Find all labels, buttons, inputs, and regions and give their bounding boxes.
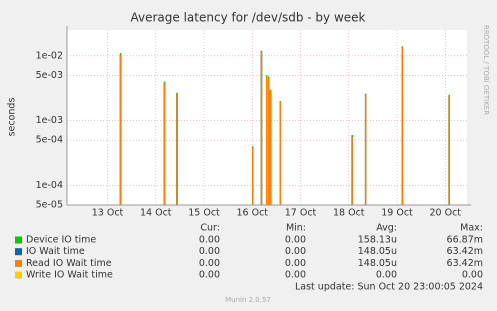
y-tick-label: 5e-03 (36, 70, 63, 81)
chart-title: Average latency for /dev/sdb - by week (131, 11, 366, 25)
legend-value: 158.13u (358, 235, 397, 246)
legend-value: 0.00 (285, 246, 306, 257)
footer: Munin 2.0.57 (225, 296, 271, 304)
x-tick-label: 20 Oct (430, 208, 462, 219)
y-tick-label: 5e-05 (36, 200, 63, 211)
x-tick-label: 15 Oct (188, 208, 220, 219)
legend-swatch (15, 248, 22, 256)
legend-swatch (15, 236, 22, 244)
x-tick-label: 17 Oct (285, 208, 317, 219)
legend-swatch (15, 271, 22, 279)
y-tick-label: 1e-02 (36, 50, 63, 61)
legend-header: Avg: (376, 223, 397, 234)
y-tick-label: 1e-04 (36, 180, 63, 191)
legend-header: Cur: (200, 223, 220, 234)
legend-value: 0.00 (199, 270, 220, 281)
legend-label: IO Wait time (26, 246, 85, 257)
legend-value: 148.05u (358, 246, 397, 257)
legend-header: Min: (286, 223, 306, 234)
legend-header: Max: (460, 223, 483, 234)
y-axis-label: seconds (7, 98, 18, 137)
legend-value: 0.00 (462, 270, 483, 281)
legend-label: Device IO time (26, 235, 96, 246)
legend-value: 0.00 (285, 235, 306, 246)
legend-value: 63.42m (447, 246, 483, 257)
legend-value: 63.42m (447, 258, 483, 269)
x-tick-label: 14 Oct (140, 208, 172, 219)
legend-label: Read IO Wait time (26, 258, 112, 269)
y-tick-label: 1e-03 (36, 115, 63, 126)
legend-value: 66.87m (447, 235, 483, 246)
x-tick-label: 19 Oct (381, 208, 413, 219)
legend-value: 0.00 (199, 246, 220, 257)
x-tick-label: 18 Oct (333, 208, 365, 219)
legend-value: 0.00 (199, 235, 220, 246)
x-tick-label: 16 Oct (237, 208, 269, 219)
legend-value: 148.05u (358, 258, 397, 269)
last-update: Last update: Sun Oct 20 23:00:05 2024 (295, 282, 483, 293)
x-tick-label: 13 Oct (92, 208, 124, 219)
legend-value: 0.00 (199, 258, 220, 269)
y-tick-label: 5e-04 (36, 135, 63, 146)
legend-value: 0.00 (376, 270, 397, 281)
legend-label: Write IO Wait time (26, 270, 113, 281)
side-note: RRDTOOL / TOBI OETIKER (482, 25, 490, 115)
legend-value: 0.00 (285, 258, 306, 269)
legend-swatch (15, 259, 22, 267)
legend-value: 0.00 (285, 270, 306, 281)
